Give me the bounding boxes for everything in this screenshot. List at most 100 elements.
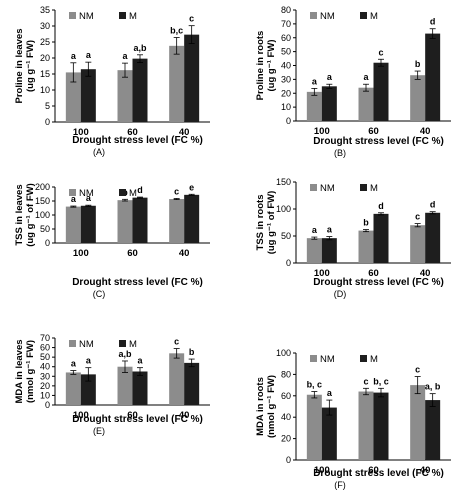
bar-nm (306, 91, 322, 121)
x-axis-title: Drought stress level (FC %) (313, 277, 444, 288)
y-tick-label: 70 (40, 333, 50, 343)
bar-nm (358, 87, 374, 121)
bar-m (321, 407, 337, 460)
significance-letter: b (363, 218, 369, 228)
significance-letter: c (415, 365, 420, 375)
significance-letter: a (86, 193, 92, 203)
significance-letter: a,b (118, 349, 132, 359)
panel-label: (E) (93, 426, 105, 436)
chart-panel-2: 0 10 20 30 40 50 60 70 80 Proline in roots(ug g⁻¹… (255, 5, 451, 158)
y-tick-label: 0 (45, 117, 50, 127)
significance-letter: a, b (425, 382, 441, 392)
y-tick-label: 20 (40, 53, 50, 63)
significance-letter: a (312, 76, 318, 86)
y-tick-label: 20 (281, 434, 291, 444)
y-tick-label: 60 (281, 391, 291, 401)
y-tick-label: 100 (35, 210, 50, 220)
x-tick-label: 40 (420, 465, 431, 476)
legend-swatch-nm (310, 12, 317, 19)
x-tick-label: 60 (368, 465, 379, 476)
y-axis-title: TSS in roots(ug g⁻¹ of FW) (255, 191, 277, 255)
bar-nm (306, 238, 322, 263)
bar-nm (358, 230, 374, 263)
y-tick-label: 40 (281, 61, 291, 71)
significance-letter: a (137, 356, 143, 366)
legend-swatch-m (119, 12, 126, 19)
legend-label: M (370, 183, 378, 194)
significance-letter: a (327, 225, 333, 235)
x-tick-label: 100 (73, 127, 89, 138)
significance-letter: c (378, 47, 383, 57)
y-tick-label: 50 (40, 352, 50, 362)
significance-letter: a (71, 194, 77, 204)
legend-label: M (370, 354, 378, 365)
y-tick-label: 15 (40, 69, 50, 79)
y-tick-label: 10 (40, 390, 50, 400)
y-tick-label: 100 (276, 204, 291, 214)
bar-m (80, 374, 96, 405)
significance-letter: b, c (307, 380, 323, 390)
panel-label: (A) (93, 147, 105, 157)
x-tick-label: 100 (314, 465, 330, 476)
x-tick-label: 60 (368, 126, 379, 137)
y-tick-label: 150 (276, 177, 291, 187)
bar-nm (410, 385, 426, 460)
x-axis-title: Drought stress level (FC %) (72, 277, 203, 288)
y-axis-title: Proline in leaves(ug g⁻¹ FW) (14, 29, 36, 104)
bar-m (184, 362, 200, 405)
bar-m (425, 400, 441, 460)
x-tick-label: 40 (179, 127, 190, 138)
x-tick-label: 40 (179, 248, 190, 259)
legend-swatch-m (360, 355, 367, 362)
bar-m (373, 213, 389, 263)
bar-m (132, 197, 148, 243)
legend-label: M (129, 188, 137, 199)
legend-swatch-nm (69, 340, 76, 347)
x-tick-label: 60 (368, 268, 379, 279)
bar-nm (117, 200, 133, 243)
significance-letter: d (378, 201, 384, 211)
y-tick-label: 0 (286, 258, 291, 268)
x-tick-label: 60 (127, 127, 138, 138)
significance-letter: c (174, 186, 179, 196)
y-tick-label: 0 (45, 238, 50, 248)
x-tick-label: 100 (73, 410, 89, 421)
y-tick-label: 20 (40, 381, 50, 391)
significance-letter: a (122, 51, 128, 61)
y-tick-label: 40 (40, 362, 50, 372)
legend-swatch-nm (310, 184, 317, 191)
bar-nm (65, 206, 81, 243)
y-tick-label: 70 (281, 19, 291, 29)
x-axis-title: Drought stress level (FC %) (72, 414, 203, 425)
significance-letter: e (189, 182, 194, 192)
bar-nm (169, 353, 185, 405)
y-tick-label: 200 (35, 182, 50, 192)
legend-label: NM (79, 188, 94, 199)
legend-label: M (129, 339, 137, 350)
x-tick-label: 60 (127, 248, 138, 259)
legend-swatch-nm (69, 12, 76, 19)
y-tick-label: 30 (40, 371, 50, 381)
y-tick-label: 10 (281, 102, 291, 112)
x-tick-label: 40 (420, 268, 431, 279)
y-axis-title: Proline in roots(ug g⁻¹ FW) (255, 31, 277, 101)
legend-label: NM (320, 183, 335, 194)
y-tick-label: 30 (281, 74, 291, 84)
bar-nm (169, 199, 185, 243)
panel-label: (D) (334, 289, 347, 299)
y-tick-label: 60 (40, 343, 50, 353)
bar-m (373, 392, 389, 460)
bar-m (321, 86, 337, 121)
panel-label: (B) (334, 148, 346, 158)
bar-nm (65, 72, 81, 122)
bar-m (132, 371, 148, 405)
y-tick-label: 10 (40, 85, 50, 95)
significance-letter: a (86, 50, 92, 60)
bar-nm (358, 391, 374, 460)
significance-letter: a (327, 388, 333, 398)
y-tick-label: 50 (281, 47, 291, 57)
bar-m (132, 58, 148, 122)
significance-letter: b,c (170, 26, 183, 36)
